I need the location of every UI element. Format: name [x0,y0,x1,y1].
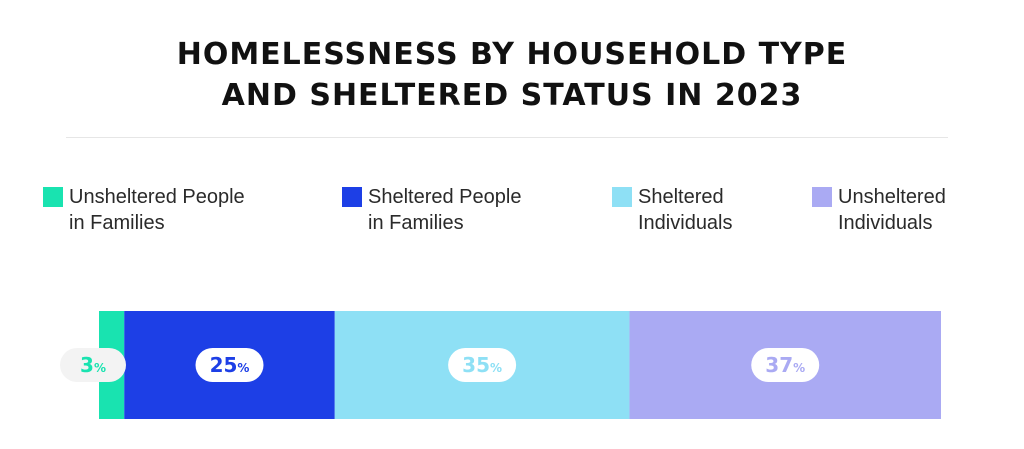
legend-label-unsheltered-individuals: Unsheltered Individuals [838,186,946,234]
data-label-unsheltered-people-in-families: 3% [60,348,126,382]
data-label-pill [448,348,517,382]
data-label-sheltered-people-in-families: 25% [195,348,264,382]
legend-item-sheltered-individuals: Sheltered Individuals [612,184,868,236]
chart-title-line-1: HOMELESSNESS BY HOUSEHOLD TYPE [176,37,848,72]
legend-swatch-unsheltered-individuals [812,187,832,207]
data-label-pill [195,348,264,382]
data-label-text: 37% [765,353,805,377]
legend-label-unsheltered-families: Unsheltered People in Families [69,186,245,234]
legend-item-unsheltered-individuals: Unsheltered Individuals [812,184,1024,236]
title-divider [66,137,948,138]
legend-swatch-unsheltered-families [43,187,63,207]
data-label-text: 3% [80,353,106,377]
data-label-unsheltered-individuals: 37% [751,348,820,382]
data-label-text: 25% [210,353,250,377]
chart-title: HOMELESSNESS BY HOUSEHOLD TYPE AND SHELT… [0,34,1024,116]
data-label-sheltered-individuals: 35% [448,348,517,382]
legend-item-sheltered-families: Sheltered People in Families [342,184,598,236]
legend-label-sheltered-individuals: Sheltered Individuals [638,186,733,234]
data-label-pill [60,348,126,382]
legend-swatch-sheltered-families [342,187,362,207]
legend-swatch-sheltered-individuals [612,187,632,207]
chart-title-line-2: AND SHELTERED STATUS IN 2023 [221,78,803,113]
data-label-pill [751,348,820,382]
data-label-text: 35% [462,353,502,377]
legend-item-unsheltered-families: Unsheltered People in Families [43,184,299,236]
legend-label-sheltered-families: Sheltered People in Families [368,186,522,234]
